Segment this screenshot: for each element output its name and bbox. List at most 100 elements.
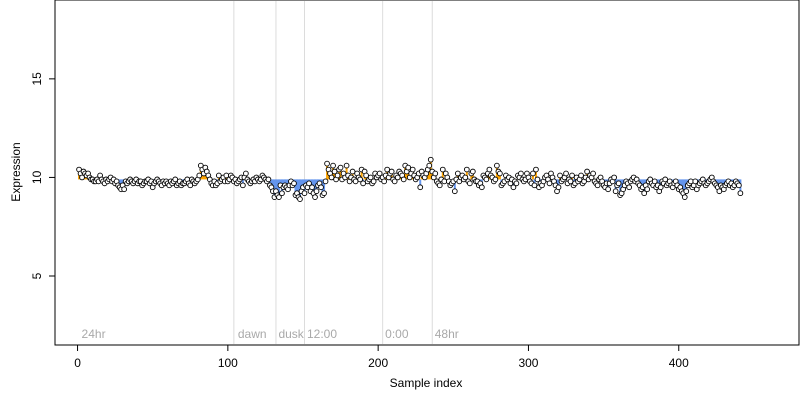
data-point	[466, 180, 473, 187]
data-point	[215, 172, 222, 179]
data-point	[462, 174, 469, 181]
data-point	[533, 166, 539, 173]
data-point	[291, 180, 297, 187]
data-point	[321, 190, 327, 197]
data-point	[306, 180, 312, 187]
data-point	[297, 196, 303, 202]
data-point	[578, 172, 584, 179]
data-point	[486, 166, 493, 173]
data-point	[426, 162, 433, 169]
data-point	[555, 184, 562, 191]
data-point	[196, 172, 203, 179]
data-point	[432, 170, 439, 177]
data-point	[318, 184, 324, 191]
x-tick-label: 200	[368, 356, 388, 370]
data-point	[518, 170, 524, 177]
data-point	[331, 168, 338, 175]
data-point	[330, 162, 336, 169]
data-point	[312, 194, 318, 200]
data-point	[394, 174, 401, 181]
data-point	[301, 190, 308, 197]
data-point	[451, 188, 458, 195]
data-point	[343, 162, 350, 169]
data-point	[454, 170, 461, 177]
y-tick-label: 15	[30, 72, 44, 86]
data-point	[497, 170, 503, 177]
y-axis-title: Expression	[9, 142, 23, 201]
data-point	[611, 174, 617, 181]
data-point	[546, 180, 553, 187]
data-point	[352, 178, 359, 185]
data-point	[651, 178, 658, 185]
data-point	[531, 182, 538, 189]
data-point	[400, 176, 407, 183]
data-point	[409, 166, 416, 173]
data-point	[626, 184, 633, 191]
data-point	[641, 190, 648, 197]
data-point	[563, 170, 569, 177]
data-point	[510, 184, 517, 191]
data-point	[513, 180, 520, 187]
annotations: 24hr dawn dusk 12:00 0:00 48hr	[82, 327, 459, 341]
data-point	[349, 168, 356, 175]
data-point	[309, 184, 315, 191]
data-point	[324, 160, 330, 167]
annotation-label: 48hr	[435, 327, 459, 341]
data-point	[683, 188, 690, 195]
data-point	[436, 182, 443, 189]
data-point	[427, 156, 434, 163]
x-axis-title: Sample index	[390, 376, 463, 390]
data-point	[439, 166, 446, 173]
data-point	[479, 184, 485, 191]
data-point	[534, 176, 541, 183]
y-tick-label: 10	[30, 170, 44, 184]
data-point	[367, 174, 374, 181]
data-point	[363, 172, 369, 179]
data-point	[360, 180, 366, 187]
data-point	[405, 164, 412, 171]
annotation-label: dusk	[278, 327, 304, 341]
data-point	[276, 194, 282, 200]
data-point	[567, 178, 574, 185]
data-point	[79, 174, 85, 181]
data-point	[584, 168, 590, 175]
data-point	[615, 180, 622, 187]
data-point	[557, 172, 563, 179]
data-point	[357, 176, 363, 183]
data-point	[313, 188, 320, 195]
data-point	[736, 182, 742, 189]
data-point	[370, 178, 377, 185]
data-point	[391, 178, 398, 185]
data-points	[76, 156, 744, 202]
annotation-label: 24hr	[82, 327, 106, 341]
y-tick-label: 5	[30, 272, 44, 279]
data-point	[381, 178, 388, 185]
data-point	[463, 166, 470, 173]
data-point	[328, 174, 335, 181]
data-point	[492, 176, 499, 183]
data-point	[240, 182, 246, 189]
data-point	[692, 178, 699, 185]
data-point	[530, 170, 536, 177]
data-point	[121, 186, 127, 193]
data-point	[187, 182, 194, 189]
data-point	[681, 194, 688, 200]
data-point	[376, 170, 383, 177]
data-point	[337, 164, 344, 171]
data-point	[657, 184, 664, 191]
data-point	[737, 190, 744, 197]
data-point	[662, 176, 669, 183]
data-point	[590, 170, 596, 177]
data-point	[334, 172, 341, 179]
data-point	[279, 190, 285, 197]
x-axis: 0 100 200 300 400	[74, 344, 689, 370]
annotation-label: 12:00	[307, 327, 337, 341]
data-point	[172, 176, 179, 183]
data-point	[716, 188, 723, 195]
y-axis: 5 10 15	[30, 72, 56, 279]
data-point	[644, 186, 651, 193]
data-point	[612, 188, 619, 195]
x-tick-label: 400	[669, 356, 689, 370]
